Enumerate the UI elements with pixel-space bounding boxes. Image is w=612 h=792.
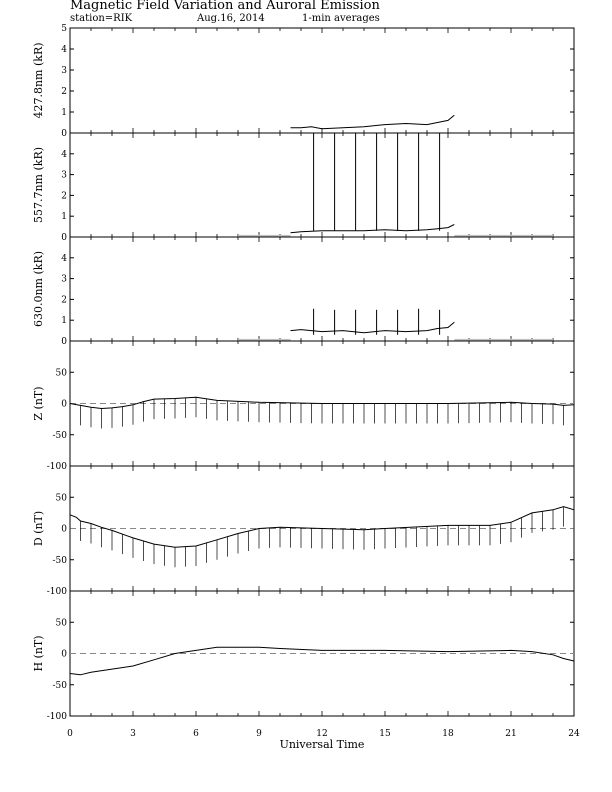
x-axis-title: Universal Time — [280, 738, 365, 751]
x-tick-label: 12 — [316, 729, 327, 739]
y-tick-label: 0 — [61, 400, 67, 410]
y-tick-label: 50 — [56, 368, 68, 378]
y-tick-label: 3 — [61, 171, 67, 181]
series-line — [290, 114, 455, 130]
y-axis-label: D (nT) — [32, 511, 45, 546]
y-tick-label: 50 — [56, 618, 68, 628]
y-tick-label: -50 — [53, 681, 68, 691]
panel-frame — [69, 27, 575, 134]
y-tick-label: -100 — [47, 712, 67, 722]
y-tick-label: 1 — [61, 212, 67, 222]
x-tick-label: 3 — [130, 729, 136, 739]
series-line — [290, 321, 455, 334]
missing-data-bar — [238, 338, 291, 341]
station-label: station=RIK — [70, 13, 133, 24]
x-tick-label: 15 — [379, 729, 391, 739]
y-axis-label: H (nT) — [32, 635, 45, 671]
missing-data-bar — [238, 234, 291, 237]
y-tick-label: 0 — [61, 129, 67, 139]
y-tick-label: -50 — [53, 556, 68, 566]
y-tick-label: 4 — [61, 45, 67, 55]
y-tick-label: 0 — [61, 650, 67, 660]
y-tick-label: 0 — [61, 525, 67, 535]
y-tick-label: 1 — [61, 316, 67, 326]
series-line — [69, 646, 575, 676]
y-tick-label: 2 — [61, 191, 67, 201]
y-tick-label: 5 — [61, 24, 67, 34]
panel-2: 0 1 2 3 4 557.7nm (kR) — [32, 132, 575, 243]
panel-5: -100 -50 0 50 D (nT) — [32, 465, 575, 597]
y-tick-label: 0 — [61, 233, 67, 243]
y-tick-label: 4 — [61, 254, 67, 264]
panel-frame — [69, 132, 575, 238]
y-tick-label: 2 — [61, 87, 67, 97]
panel-6: -100 -50 0 50 H (nT) — [32, 590, 575, 722]
series-line — [290, 224, 455, 234]
y-tick-label: 4 — [61, 150, 67, 160]
y-axis-label: 427.8nm (kR) — [32, 42, 45, 118]
panel-1: 0 1 2 3 4 5 427.8nm (kR) — [32, 24, 575, 139]
y-tick-label: 1 — [61, 108, 67, 118]
y-axis-label: 557.7nm (kR) — [32, 147, 45, 223]
y-axis-label: 630.0nm (kR) — [32, 251, 45, 327]
y-tick-label: 3 — [61, 66, 67, 76]
y-tick-label: 2 — [61, 295, 67, 305]
y-tick-label: -50 — [53, 431, 68, 441]
x-tick-label: 18 — [442, 729, 454, 739]
y-tick-label: 50 — [56, 493, 68, 503]
y-tick-label: -100 — [47, 587, 67, 597]
y-tick-label: 3 — [61, 275, 67, 285]
x-tick-label: 9 — [256, 729, 262, 739]
missing-data-bar — [454, 234, 553, 237]
panel-4: -100 -50 0 50 Z (nT) — [32, 340, 575, 472]
averaging-label: 1-min averages — [302, 13, 380, 24]
x-tick-label: 0 — [67, 729, 73, 739]
y-tick-label: 0 — [61, 337, 67, 347]
chart-title: Magnetic Field Variation and Auroral Emi… — [70, 0, 380, 13]
x-tick-label: 21 — [505, 729, 516, 739]
panel-frame — [69, 236, 575, 342]
x-tick-label: 24 — [568, 729, 580, 739]
y-axis-label: Z (nT) — [32, 386, 45, 420]
panel-3: 0 1 2 3 4 630.0nm (kR) — [32, 236, 575, 347]
missing-data-bar — [454, 338, 553, 341]
y-tick-label: -100 — [47, 462, 67, 472]
date-label: Aug.16, 2014 — [197, 13, 265, 24]
x-tick-label: 6 — [193, 729, 199, 739]
